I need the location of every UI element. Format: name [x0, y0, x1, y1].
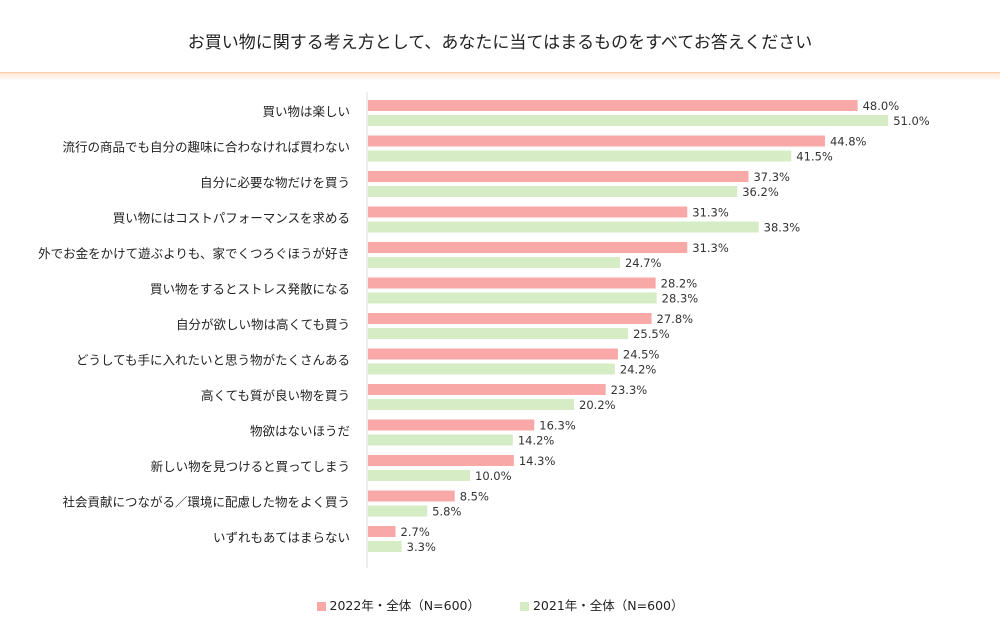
data-label: 10.0% — [475, 469, 512, 483]
data-label: 2.7% — [401, 525, 430, 539]
data-label: 27.8% — [657, 312, 694, 326]
category-label: 買い物をするとストレス発散になる — [150, 282, 350, 297]
data-label: 24.7% — [625, 256, 662, 270]
data-label: 28.3% — [662, 292, 699, 306]
data-label: 16.3% — [539, 419, 576, 433]
legend-label-2022: 2022年・全体（N=600） — [329, 598, 481, 613]
chart-title: お買い物に関する考え方として、あなたに当てはまるものをすべてお答えください — [187, 33, 813, 53]
data-label: 23.3% — [611, 383, 648, 397]
category-label: いずれもあてはまらない — [213, 530, 350, 545]
data-label: 5.8% — [432, 505, 461, 519]
bar-2021 — [368, 257, 620, 268]
legend-swatch-2022 — [316, 602, 326, 611]
category-label: 自分が欲しい物は高くても買う — [176, 317, 350, 332]
bar-2021 — [368, 505, 428, 517]
bar-2022 — [368, 419, 535, 431]
bar-2021 — [368, 363, 615, 375]
data-label: 14.2% — [518, 434, 555, 448]
bar-2022 — [368, 348, 618, 360]
data-label: 25.5% — [633, 327, 670, 341]
bar-2022 — [368, 171, 749, 182]
bar-2022 — [368, 135, 825, 147]
category-label: 高くても質が良い物を買う — [201, 388, 350, 403]
data-label: 48.0% — [863, 99, 900, 113]
data-label: 31.3% — [692, 241, 729, 255]
data-label: 28.2% — [661, 277, 698, 291]
category-label: 新しい物を見つけると買ってしまう — [151, 459, 350, 474]
bar-2021 — [368, 399, 575, 410]
data-label: 31.3% — [692, 206, 729, 220]
category-label: 外でお金をかけて遊ぶよりも、家でくつろぐほうが好き — [38, 246, 350, 261]
legend-swatch-2021 — [519, 602, 529, 611]
bar-2021 — [368, 115, 889, 126]
bar-2022 — [368, 242, 688, 253]
bar-2021 — [368, 470, 470, 481]
category-label: 社会貢献につながる／環境に配慮した物をよく買う — [62, 495, 350, 510]
bar-2022 — [368, 455, 514, 466]
data-label: 38.3% — [764, 221, 801, 235]
bar-2021 — [368, 328, 629, 339]
data-label: 37.3% — [753, 170, 790, 184]
bar-2021 — [368, 186, 738, 197]
bar-2022 — [368, 313, 652, 324]
data-label: 24.5% — [623, 348, 660, 362]
bar-2021 — [368, 221, 759, 233]
data-label: 8.5% — [460, 490, 489, 504]
data-label: 36.2% — [742, 185, 779, 199]
bar-2021 — [368, 150, 792, 162]
data-label: 41.5% — [796, 150, 833, 164]
category-label: 流行の商品でも自分の趣味に合わなければ買わない — [62, 140, 350, 155]
bar-2022 — [368, 384, 606, 395]
category-label: 自分に必要な物だけを買う — [200, 175, 350, 190]
bar-2021 — [368, 292, 657, 304]
bar-2022 — [368, 100, 858, 111]
legend: 2022年・全体（N=600） 2021年・全体（N=600） — [0, 595, 1000, 614]
bar-2022 — [368, 526, 396, 537]
category-label: どうしても手に入れたいと思う物がたくさんある — [76, 353, 350, 368]
data-label: 20.2% — [579, 398, 616, 412]
data-label: 3.3% — [407, 540, 436, 554]
bar-2021 — [368, 434, 513, 446]
bar-2022 — [368, 490, 455, 502]
category-label: 買い物は楽しい — [262, 104, 350, 119]
data-label: 14.3% — [519, 454, 556, 468]
data-label: 44.8% — [830, 135, 867, 149]
legend-item-2022: 2022年・全体（N=600） — [316, 595, 481, 614]
bar-2022 — [368, 277, 656, 289]
category-label: 物欲はないほうだ — [250, 424, 350, 439]
data-label: 51.0% — [893, 114, 930, 128]
data-label: 24.2% — [620, 363, 657, 377]
title-divider — [0, 72, 1000, 81]
legend-label-2021: 2021年・全体（N=600） — [532, 598, 684, 613]
legend-item-2021: 2021年・全体（N=600） — [519, 595, 684, 614]
category-label: 買い物にはコストパフォーマンスを求める — [113, 211, 350, 226]
bar-2021 — [368, 541, 402, 552]
bar-2022 — [368, 206, 688, 218]
